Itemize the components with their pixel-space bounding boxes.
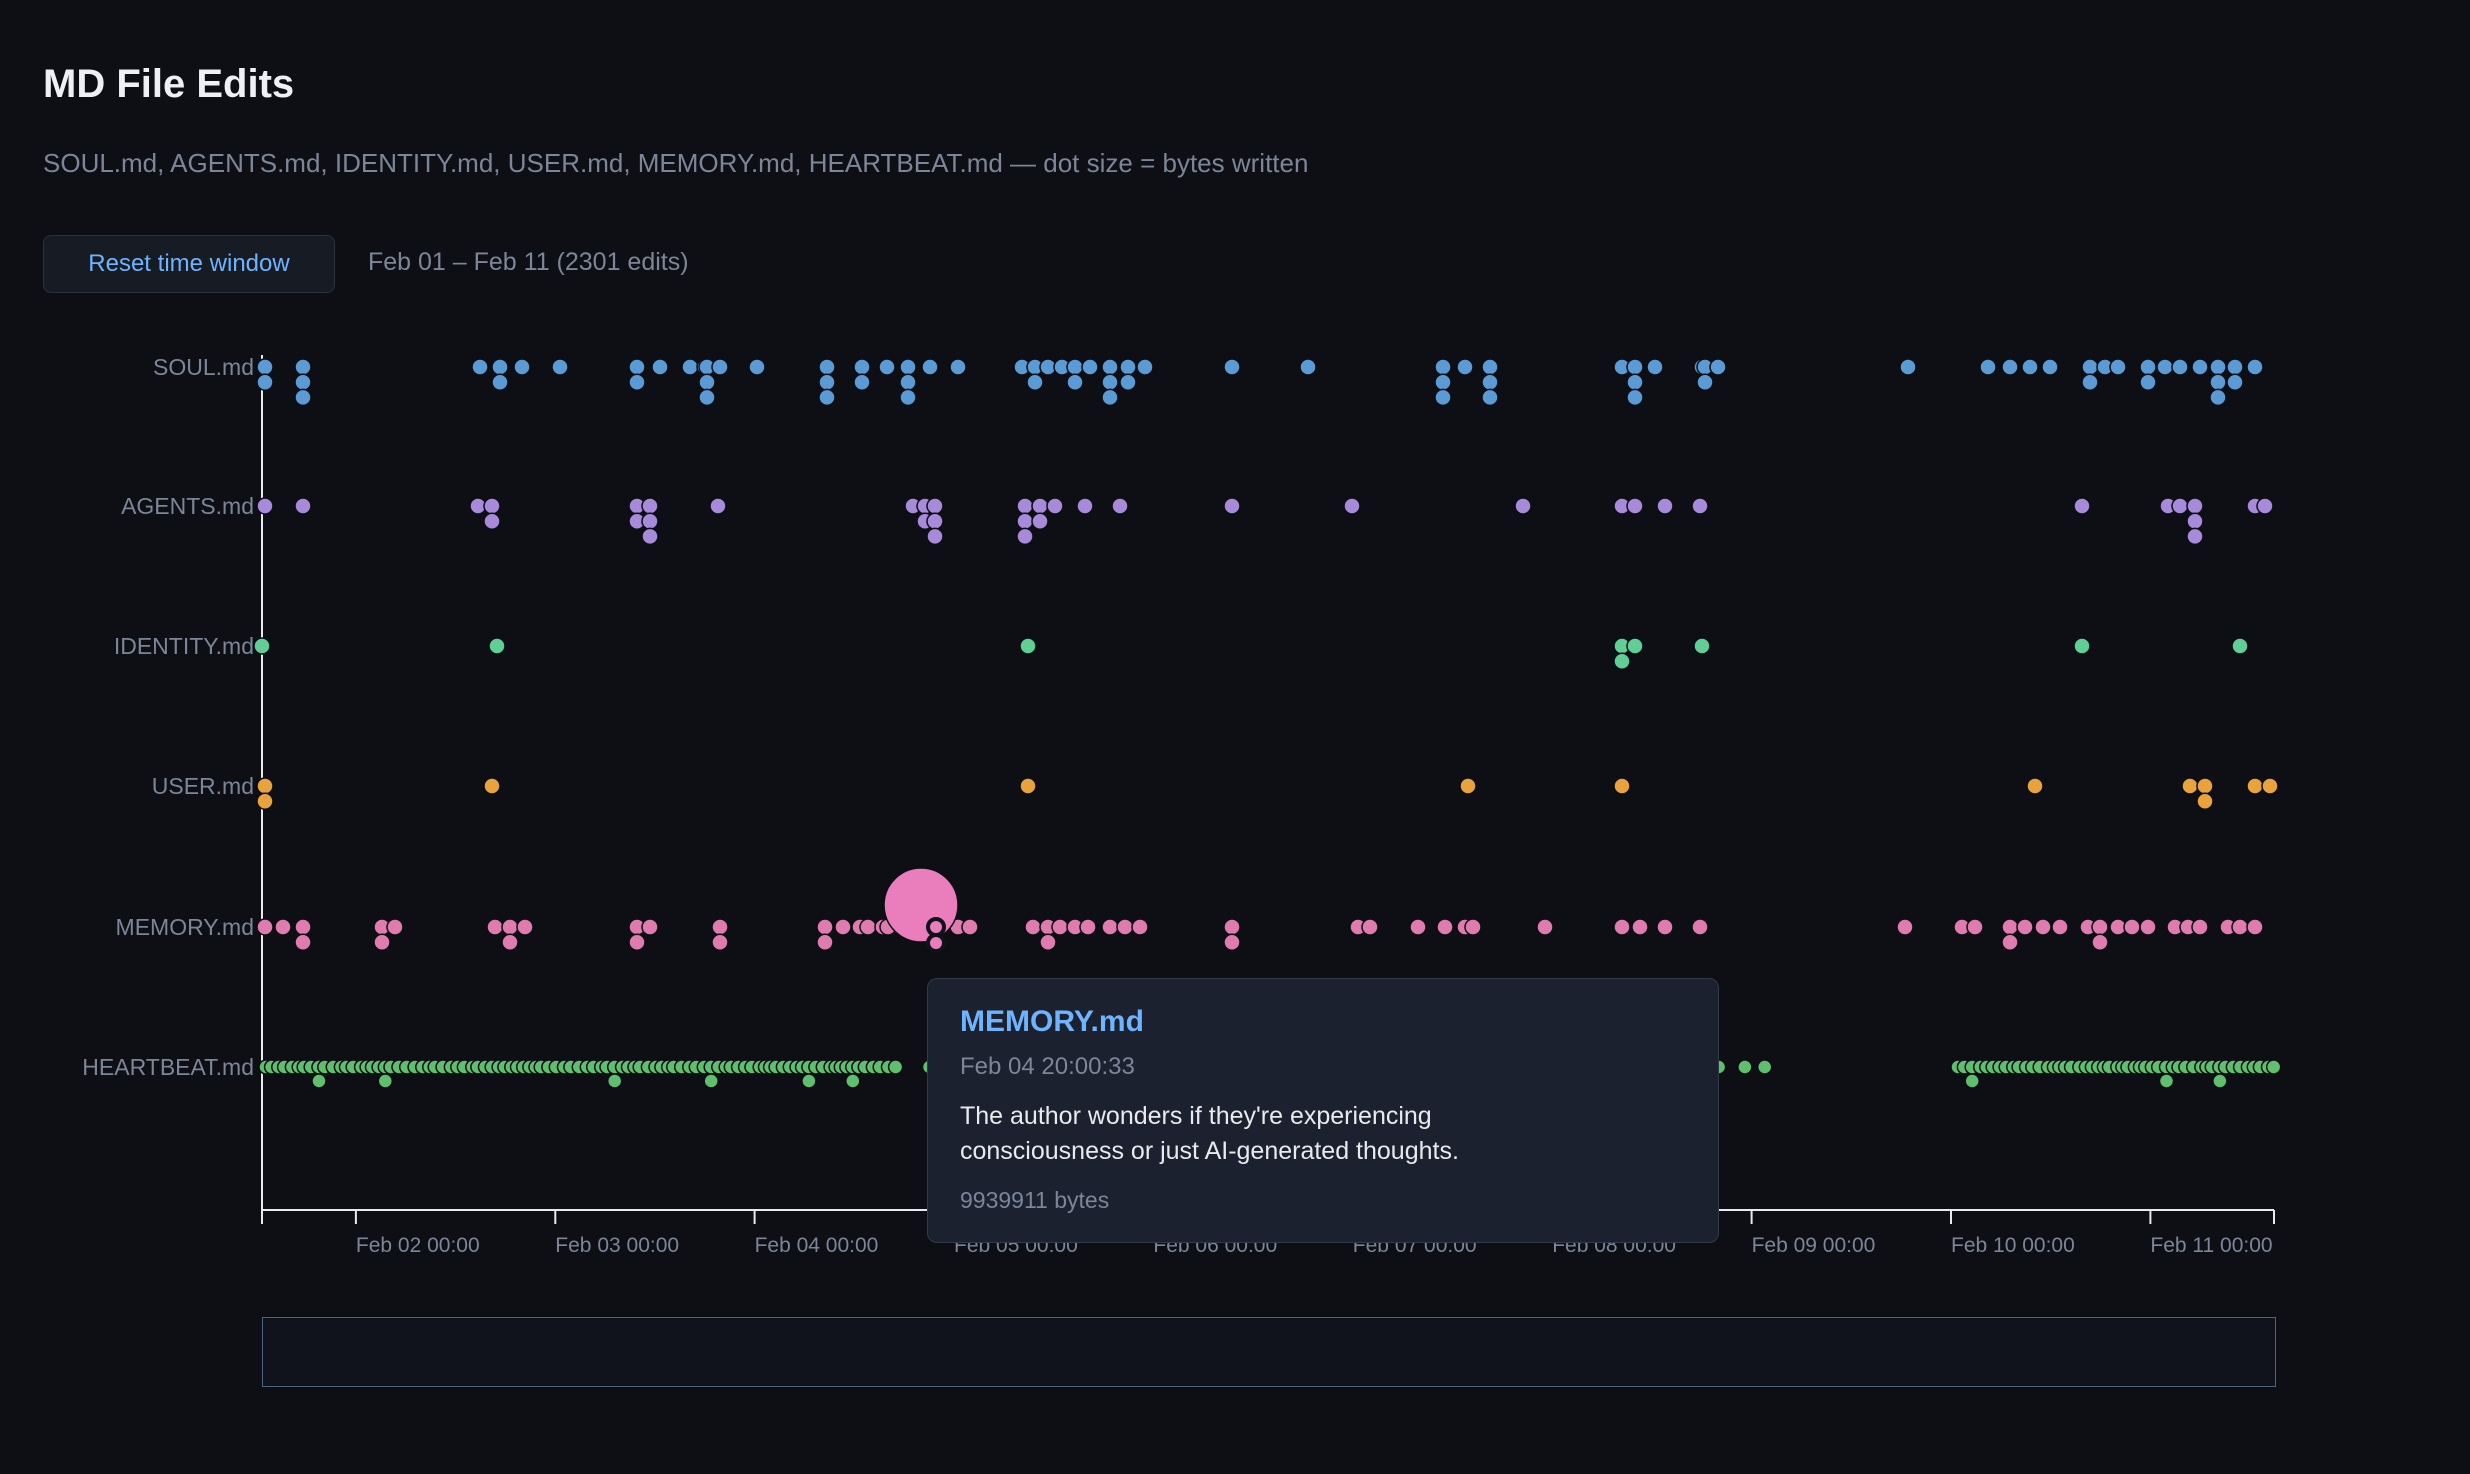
svg-text:Feb 09 00:00: Feb 09 00:00 [1752, 1234, 1876, 1257]
svg-text:USER.md: USER.md [152, 773, 254, 799]
svg-text:Feb 02 00:00: Feb 02 00:00 [356, 1234, 480, 1257]
svg-text:AGENTS.md: AGENTS.md [121, 493, 254, 519]
svg-text:Feb 11 00:00: Feb 11 00:00 [2150, 1234, 2272, 1257]
svg-text:MEMORY.md: MEMORY.md [116, 914, 254, 940]
svg-text:IDENTITY.md: IDENTITY.md [114, 633, 254, 659]
svg-text:SOUL.md: SOUL.md [153, 354, 254, 380]
svg-text:HEARTBEAT.md: HEARTBEAT.md [82, 1054, 254, 1080]
svg-text:Feb 04 00:00: Feb 04 00:00 [755, 1234, 879, 1257]
svg-text:Feb 10 00:00: Feb 10 00:00 [1951, 1234, 2075, 1257]
svg-text:Feb 03 00:00: Feb 03 00:00 [555, 1234, 679, 1257]
